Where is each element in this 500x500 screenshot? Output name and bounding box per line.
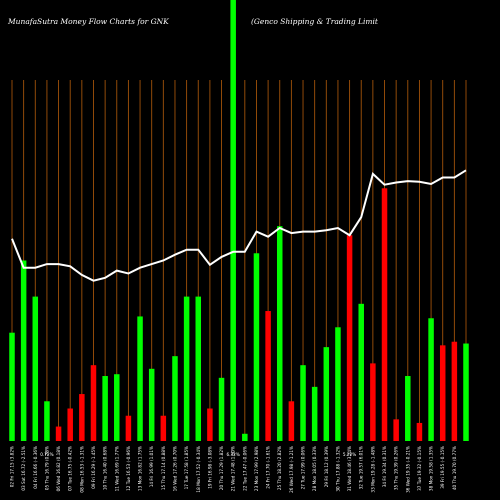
x-tick-label: 18 Mon 17.52 (-0.34% <box>196 446 201 493</box>
x-tick-label: 30 Thu 17.88 (-1.32% <box>335 446 340 492</box>
x-tick-label: 23 Mon 17.99 (2.98% <box>254 446 259 491</box>
x-tick-label: 02 Fri 17.15 (3.82% <box>10 446 15 487</box>
x-tick-label: 17 Tue 17.58 (1.85% <box>184 446 189 489</box>
flow-bar <box>416 422 423 441</box>
top-label: 5.22% <box>343 452 356 457</box>
flow-bar <box>311 386 318 441</box>
x-tick-label: 35 Thu 19.39 (0.26% <box>394 446 399 490</box>
x-tick-label: 37 Tue 19.32 (-0.15% <box>417 446 422 491</box>
x-tick-label: 12 Tue 16.53 (-0.96% <box>126 446 131 491</box>
x-tick-label: 25 Thu 18.20 (2.82% <box>277 446 282 490</box>
price-line <box>11 169 467 282</box>
x-tick-label: 19 Fri 16.98 (-3.08% <box>207 446 212 489</box>
flow-bar <box>381 188 388 441</box>
flow-bar <box>265 311 271 441</box>
flow-bar <box>9 332 15 441</box>
bar-series <box>9 0 469 441</box>
x-tick-label: 39 Fri 19.55 (-0.15% <box>440 446 445 489</box>
flow-bar <box>288 401 295 441</box>
x-tick-label: 20 Thu 17.29 (1.82% <box>219 446 224 490</box>
flow-bar <box>79 394 85 441</box>
x-tick-label: 31 Wed 18.46 (3.24% <box>347 446 352 491</box>
flow-bar <box>230 0 236 441</box>
x-tick-label: 32 Tue 19.57 (6.01% <box>359 446 364 489</box>
x-tick-label: 34 Fri 19.34 (0.31% <box>382 446 387 487</box>
flow-bar <box>463 343 469 441</box>
flow-bar <box>242 433 248 441</box>
x-tick-label: 13 Mon 16.82 (1.75% <box>138 446 143 491</box>
flow-bar <box>207 408 213 441</box>
x-tick-label: 28 Mon 18.05 (0.33% <box>312 446 317 491</box>
top-label: 0.72% <box>40 452 53 457</box>
x-tick-label: 16 Wed 17.26 (0.70% <box>172 446 177 491</box>
flow-bar <box>253 253 260 441</box>
x-tick-label: 15 Thu 17.14 (0.88% <box>161 446 166 490</box>
flow-bar <box>393 419 399 441</box>
x-tick-label: 04 Fri 16.66 (-0.36% <box>33 446 38 489</box>
chart-subtitle: (Genco Shipping & Trading Limit <box>251 17 378 26</box>
flow-bar <box>90 365 97 441</box>
flow-bar <box>358 303 364 441</box>
x-tick-label: 06 Wed 16.82 (0.18% <box>56 446 61 491</box>
x-tick-label: 11 Wed 16.69 (1.77% <box>114 446 119 491</box>
flow-bar <box>346 235 353 441</box>
flow-bar <box>102 376 108 441</box>
x-tick-label: 36 Wed 19.35 (-0.21% <box>405 446 410 493</box>
flow-bar <box>323 347 330 441</box>
flow-bar <box>195 296 202 441</box>
x-tick-label: 09 Fri 16.29 (-1.45% <box>91 446 96 489</box>
x-tick-label: 26 Wed 17.98 (-1.21% <box>289 446 294 493</box>
flow-bar <box>114 374 120 441</box>
x-tick-label: 24 Fri 17.70 (-1.61% <box>266 446 271 489</box>
x-tick-label: 03 Sat 16.72 (-2.51% <box>21 446 26 491</box>
x-tick-label: 33 Mon 19.28 (-1.48% <box>370 446 375 493</box>
chart-title: MunafaSutra Money Flow Charts for GNK <box>8 17 169 26</box>
x-tick-label: 29 Fri 18.12 (0.39% <box>324 446 329 487</box>
flow-bar <box>44 401 50 441</box>
flow-bar <box>67 408 73 441</box>
x-tick-label: 08 Mon 16.53 (-1.31% <box>79 446 84 493</box>
flow-bar <box>20 260 27 441</box>
x-tick-label: 07 Tue 16.75 (-0.42% <box>68 446 73 491</box>
top-label: 6.32% <box>227 452 240 457</box>
price-line-series <box>11 169 467 282</box>
flow-bar <box>55 426 62 441</box>
flow-bar <box>32 296 39 441</box>
flow-bar <box>218 377 225 441</box>
flow-bar <box>172 356 178 441</box>
x-tick-label: 38 Mon 19.58 (1.35% <box>429 446 434 491</box>
x-tick-label: 14 Fri 16.99 (1.01% <box>149 446 154 487</box>
flow-bar <box>300 365 306 441</box>
flow-bar <box>439 345 446 441</box>
x-tick-label: 10 Thu 16.40 (0.68% <box>103 446 108 490</box>
x-tick-label: 22 Tue 17.47 (-0.06% <box>242 446 247 491</box>
flow-bar <box>125 415 132 441</box>
flow-bar <box>370 363 376 441</box>
grid-lines <box>11 80 467 441</box>
x-tick-label: 40 Thu 19.70 (0.77% <box>452 446 457 490</box>
flow-bar <box>137 316 143 441</box>
x-axis-ticks: 02 Fri 17.15 (3.82% 03 Sat 16.72 (-2.51% 0… <box>10 446 457 493</box>
flow-bar <box>451 341 458 441</box>
flow-bar <box>160 415 167 441</box>
flow-bar <box>335 327 341 441</box>
x-tick-label: 05 Thu 16.79 (0.78% <box>44 446 49 490</box>
flow-bar <box>148 368 155 441</box>
x-tick-label: 27 Tue 17.99 (0.06% <box>301 446 306 489</box>
flow-bar <box>276 226 283 441</box>
flow-bar <box>428 318 434 441</box>
flow-bar <box>183 296 190 441</box>
x-tick-label: 21 Wed 17.48 (1.10% <box>231 446 236 491</box>
flow-bar <box>405 376 411 441</box>
top-labels: 0.72% 6.32% 5.22% <box>40 452 356 457</box>
